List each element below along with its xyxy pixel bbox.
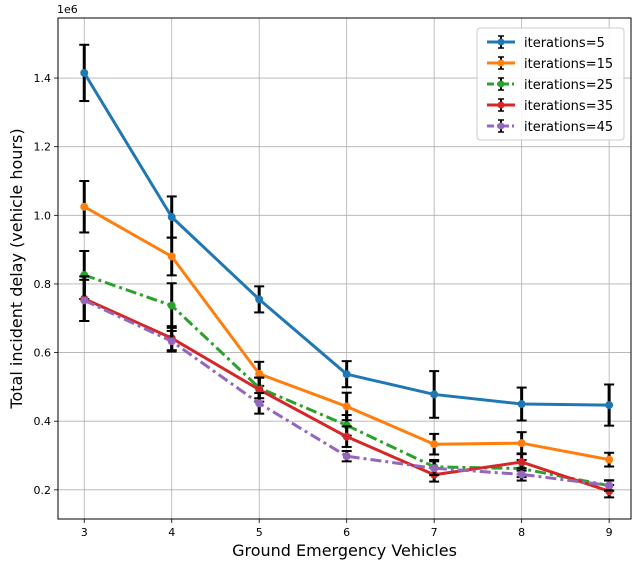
data-point bbox=[167, 252, 176, 261]
x-axis-label: Ground Emergency Vehicles bbox=[232, 541, 457, 560]
series-group bbox=[79, 43, 615, 499]
x-tick-label: 7 bbox=[431, 526, 438, 539]
data-point bbox=[255, 399, 264, 408]
data-point bbox=[605, 455, 614, 464]
legend-label: iterations=5 bbox=[524, 36, 605, 51]
data-point bbox=[430, 390, 439, 399]
data-point bbox=[80, 202, 89, 211]
x-tick-label: 9 bbox=[606, 526, 613, 539]
data-point bbox=[517, 400, 526, 409]
legend-item: iterations=35 bbox=[487, 98, 613, 114]
legend-marker bbox=[497, 59, 505, 67]
x-tick-label: 6 bbox=[343, 526, 350, 539]
x-tick-label: 5 bbox=[256, 526, 263, 539]
series-5 bbox=[79, 278, 615, 492]
x-tick-label: 3 bbox=[81, 526, 88, 539]
legend-label: iterations=35 bbox=[524, 99, 613, 114]
data-point bbox=[80, 296, 89, 305]
data-point bbox=[517, 470, 526, 479]
y-tick-label: 1.4 bbox=[34, 72, 52, 85]
data-point bbox=[167, 337, 176, 346]
data-point bbox=[167, 301, 176, 310]
legend-box bbox=[476, 27, 625, 141]
data-point bbox=[342, 452, 351, 461]
x-tick-label: 8 bbox=[518, 526, 525, 539]
data-point bbox=[342, 402, 351, 411]
data-point bbox=[517, 458, 526, 467]
data-point bbox=[167, 213, 176, 222]
y-tick-label: 1.0 bbox=[34, 209, 52, 222]
series-1 bbox=[79, 43, 615, 427]
x-tick-label: 4 bbox=[168, 526, 175, 539]
legend-item: iterations=45 bbox=[487, 119, 613, 135]
legend: iterations=5 iterations=15 iterations=25 it… bbox=[476, 27, 625, 141]
y-tick-label: 0.6 bbox=[34, 347, 52, 360]
data-point bbox=[605, 481, 614, 490]
data-point bbox=[255, 385, 264, 394]
legend-marker bbox=[497, 122, 505, 130]
legend-item: iterations=25 bbox=[487, 77, 613, 93]
data-point bbox=[342, 432, 351, 441]
data-point bbox=[255, 369, 264, 378]
y-ticks: 0.2 0.4 0.6 0.8 1.0 1.2 1.4 bbox=[34, 72, 58, 497]
plot-frame bbox=[57, 17, 632, 520]
legend-marker bbox=[497, 80, 505, 88]
data-point bbox=[255, 295, 264, 304]
series-2 bbox=[79, 179, 615, 468]
legend-marker bbox=[497, 101, 505, 109]
legend-marker bbox=[497, 38, 505, 46]
y-tick-label: 0.2 bbox=[34, 484, 52, 497]
data-point bbox=[80, 68, 89, 77]
legend-item: iterations=5 bbox=[487, 35, 605, 51]
data-point bbox=[342, 370, 351, 379]
y-tick-label: 1.2 bbox=[34, 141, 52, 154]
y-scale-label: 1e6 bbox=[57, 3, 78, 16]
legend-label: iterations=15 bbox=[524, 57, 613, 72]
x-ticks: 3 4 5 6 7 8 9 bbox=[81, 519, 613, 539]
y-tick-label: 0.8 bbox=[34, 278, 52, 291]
data-point bbox=[605, 401, 614, 410]
legend-item: iterations=15 bbox=[487, 56, 613, 72]
y-tick-label: 0.4 bbox=[34, 415, 52, 428]
data-point bbox=[517, 439, 526, 448]
legend-label: iterations=25 bbox=[524, 78, 613, 93]
y-axis-label: Total incident delay (vehicle hours) bbox=[7, 128, 26, 409]
legend-label: iterations=45 bbox=[524, 120, 613, 135]
data-point bbox=[430, 440, 439, 449]
data-point bbox=[430, 464, 439, 473]
